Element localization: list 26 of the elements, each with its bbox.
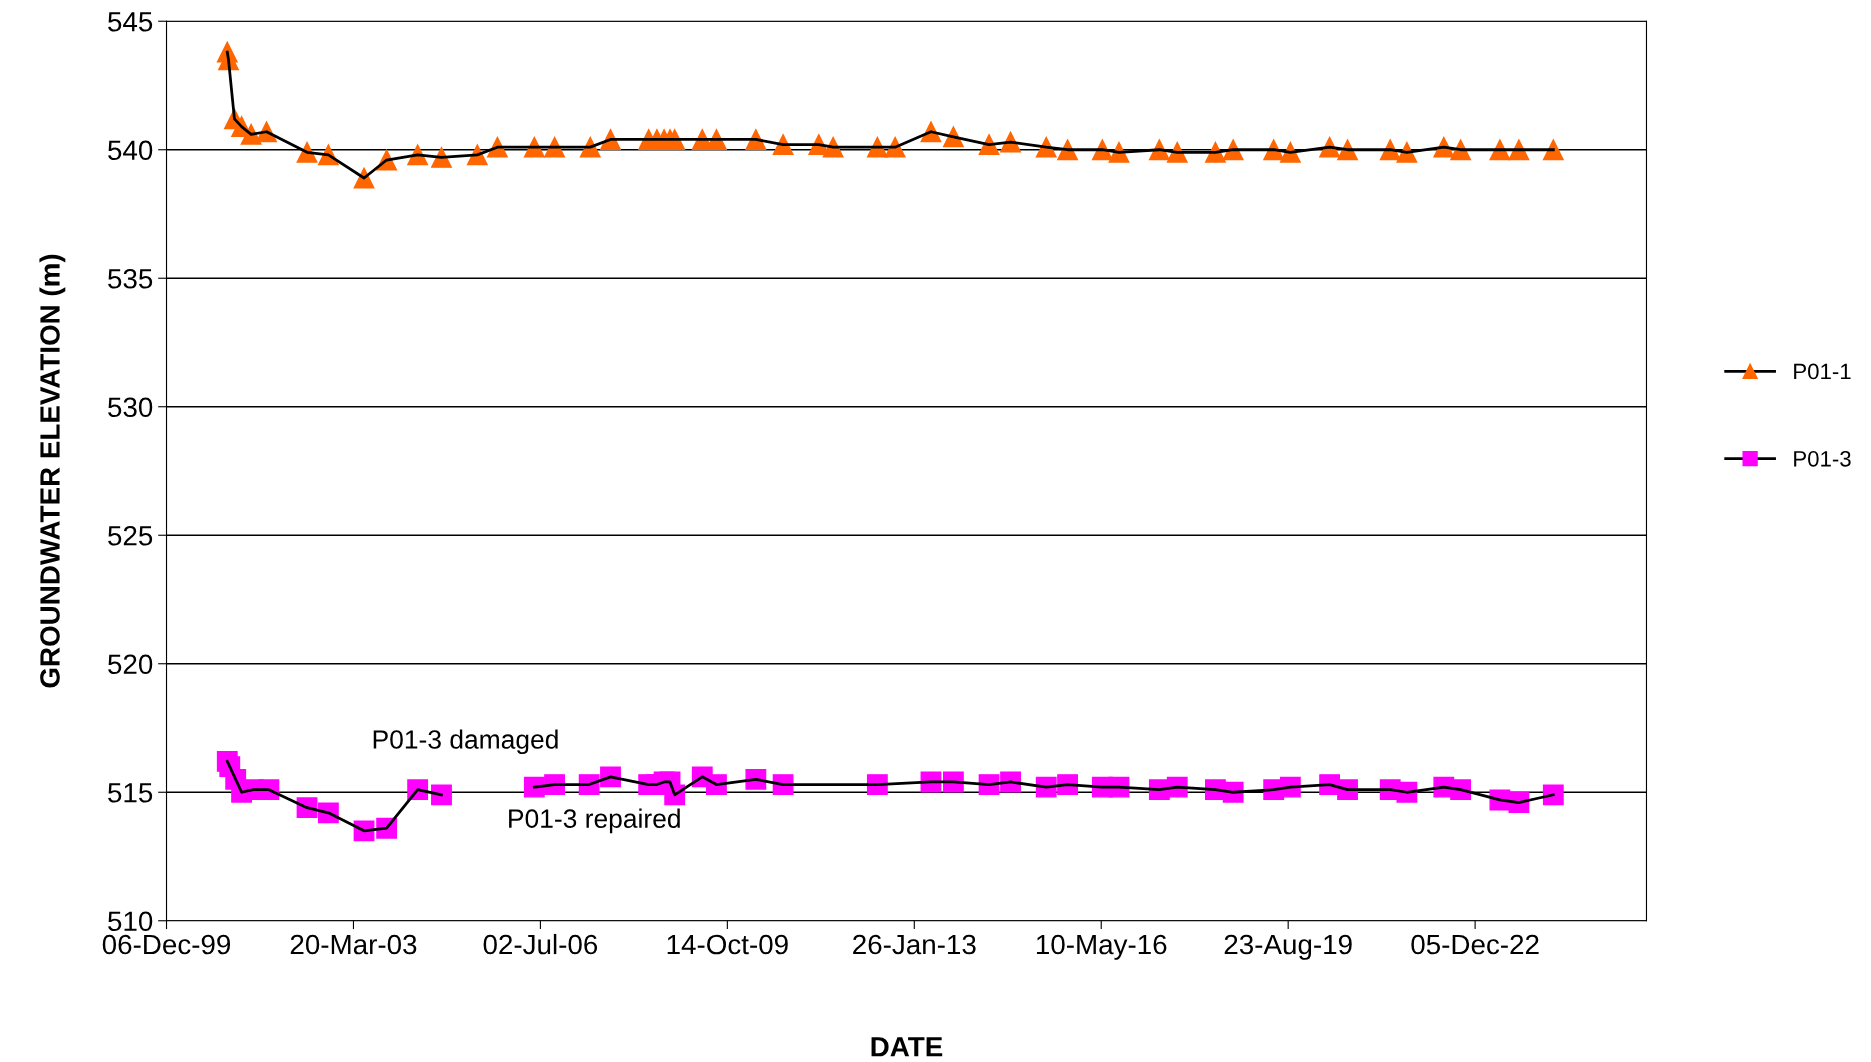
legend-label: P01-1 xyxy=(1794,363,1851,380)
x-tick-label: 02-Jul-06 xyxy=(483,933,598,955)
point xyxy=(1542,139,1564,161)
x-tick-label: 05-Dec-22 xyxy=(1411,934,1539,955)
y-tick-label: 535 xyxy=(108,268,153,289)
point xyxy=(1542,784,1564,806)
point xyxy=(431,784,452,806)
x-tick-label: 14-Oct-09 xyxy=(667,934,788,955)
x-tick-label: 10-May-16 xyxy=(1036,934,1167,960)
annotation: P01-3 repaired xyxy=(509,808,680,834)
x-tick-label: 26-Jan-13 xyxy=(853,934,976,955)
annotation: P01-3 damaged xyxy=(373,729,558,755)
x-axis-title: DATE xyxy=(871,1037,943,1057)
y-tick-label: 525 xyxy=(108,525,153,546)
legend-label: P01-3 xyxy=(1794,450,1851,467)
x-tick-label: 20-Mar-03 xyxy=(290,934,417,955)
y-tick-label: 515 xyxy=(108,783,153,803)
x-tick-label: 06-Dec-99 xyxy=(102,934,231,955)
y-tick-label: 510 xyxy=(108,911,153,932)
y-tick-label: 545 xyxy=(108,12,153,32)
y-tick-label: 540 xyxy=(108,140,153,161)
y-tick-label: 530 xyxy=(108,397,153,418)
y-axis-title: GROUNDWATER ELEVATION (m) xyxy=(39,254,66,688)
x-tick-label: 23-Aug-19 xyxy=(1224,934,1352,960)
y-tick-label: 520 xyxy=(108,654,153,675)
point xyxy=(523,776,545,798)
